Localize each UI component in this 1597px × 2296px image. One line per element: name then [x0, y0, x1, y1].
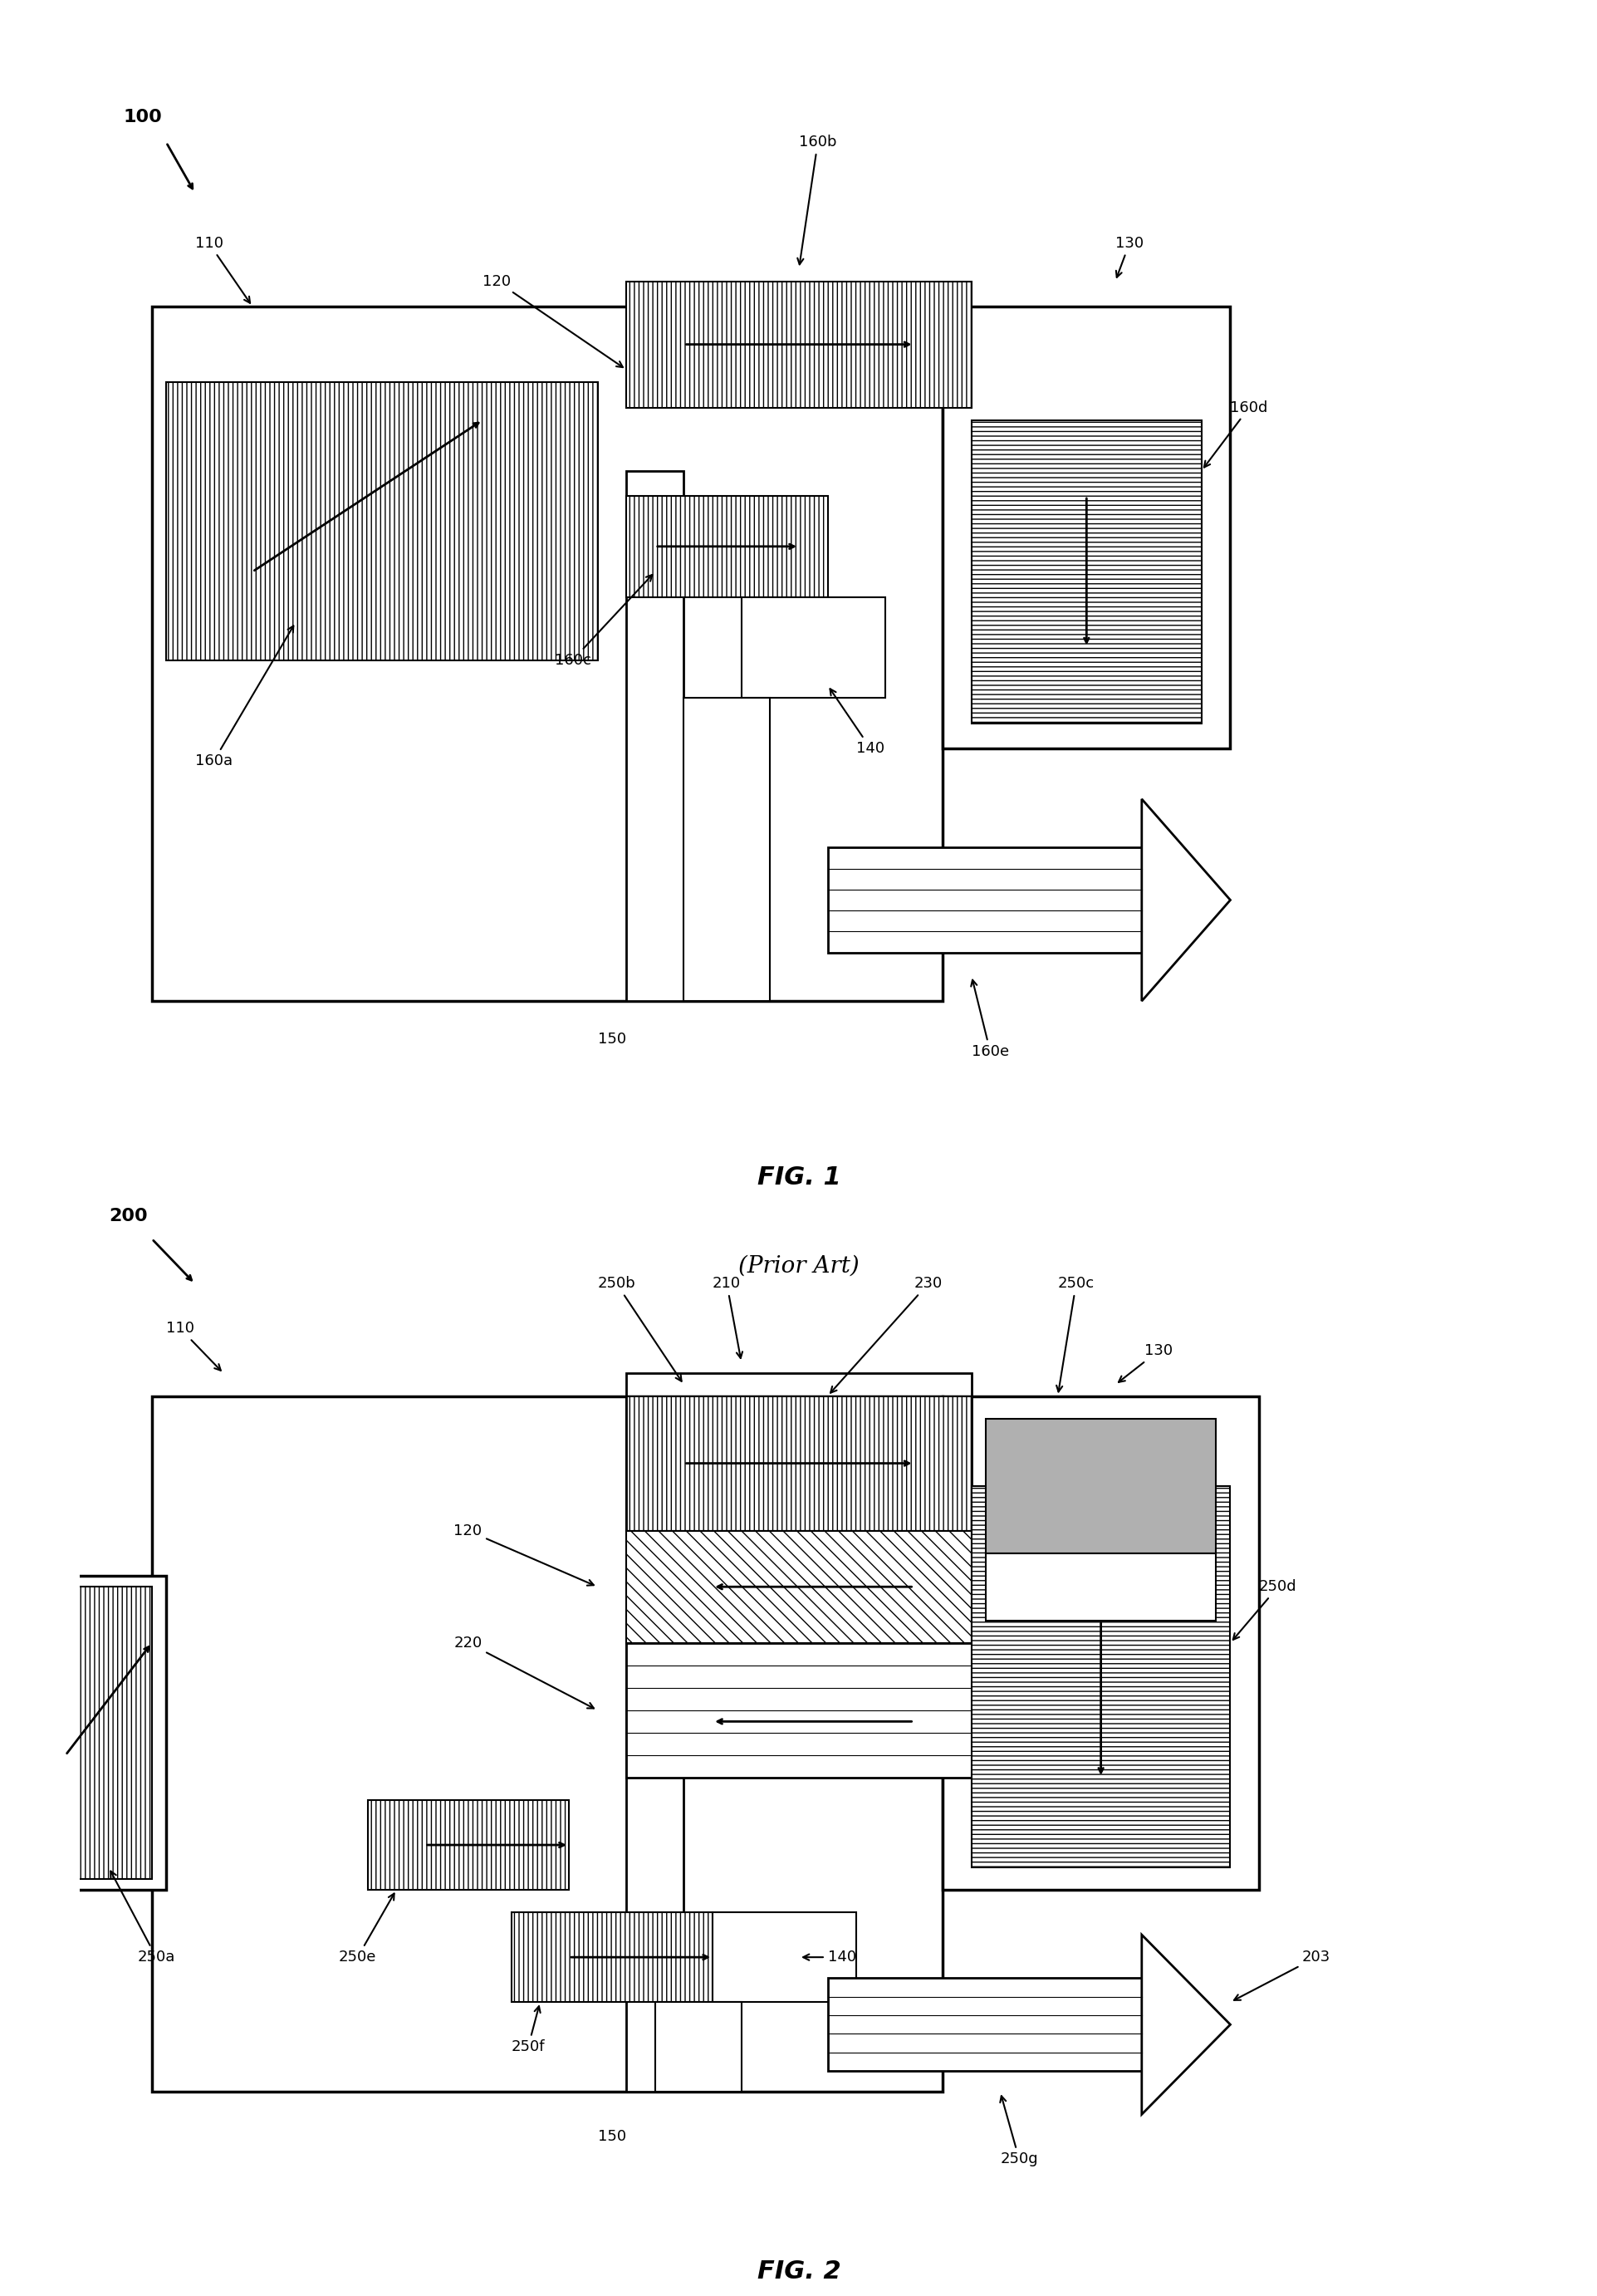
Bar: [626, 280, 971, 409]
Bar: [971, 420, 1201, 723]
Bar: [626, 1474, 684, 2092]
Polygon shape: [1142, 799, 1230, 1001]
Bar: [712, 1913, 856, 2002]
Bar: [511, 1913, 712, 2002]
Text: 160e: 160e: [971, 980, 1008, 1058]
Text: 200: 200: [109, 1208, 147, 1224]
Text: FIG. 2: FIG. 2: [757, 2259, 840, 2285]
Text: 140: 140: [829, 689, 885, 755]
Text: 160c: 160c: [554, 574, 652, 668]
Bar: [152, 305, 942, 1001]
Bar: [626, 471, 684, 1001]
Bar: [152, 1396, 942, 2092]
Text: 160b: 160b: [797, 135, 837, 264]
Text: FIG. 1: FIG. 1: [757, 1166, 840, 1189]
Bar: [942, 1396, 1258, 1890]
Text: 230: 230: [830, 1277, 942, 1394]
Text: 120: 120: [482, 273, 623, 367]
Bar: [367, 1800, 569, 1890]
Polygon shape: [1142, 1936, 1230, 2115]
Text: 110: 110: [166, 1320, 220, 1371]
Text: 120: 120: [454, 1522, 594, 1587]
Text: 160a: 160a: [195, 627, 294, 769]
Text: 250a: 250a: [110, 1871, 176, 1965]
Text: 150: 150: [597, 1031, 626, 1047]
Bar: [626, 1531, 971, 1644]
Bar: [985, 1419, 1215, 1552]
Text: 110: 110: [195, 236, 249, 303]
Bar: [942, 305, 1230, 748]
Bar: [166, 383, 597, 661]
Bar: [655, 2002, 741, 2092]
Bar: [37, 1587, 152, 1878]
Bar: [626, 1644, 971, 1777]
Bar: [985, 1552, 1215, 1621]
Bar: [827, 847, 1142, 953]
Text: 100: 100: [123, 108, 161, 126]
Text: 250f: 250f: [511, 2007, 545, 2055]
Text: 203: 203: [1233, 1949, 1330, 2000]
Text: 250e: 250e: [339, 1894, 394, 1965]
Bar: [22, 1575, 166, 1890]
Bar: [626, 1373, 971, 1644]
Text: (Prior Art): (Prior Art): [738, 1256, 859, 1277]
Text: 150: 150: [597, 2128, 626, 2144]
Text: 250c: 250c: [1056, 1277, 1094, 1391]
Text: 160d: 160d: [1204, 400, 1268, 468]
Text: 250b: 250b: [597, 1277, 682, 1382]
Bar: [741, 597, 885, 698]
Text: 250g: 250g: [1000, 2096, 1038, 2167]
Text: 130: 130: [1118, 1343, 1172, 1382]
Bar: [971, 1486, 1230, 1867]
Text: 130: 130: [1115, 236, 1143, 278]
Text: 140: 140: [803, 1949, 856, 1965]
Text: 210: 210: [712, 1277, 743, 1359]
Bar: [626, 496, 827, 597]
Text: 220: 220: [454, 1635, 594, 1708]
Text: 250d: 250d: [1233, 1580, 1297, 1639]
Bar: [626, 1396, 971, 1531]
Bar: [684, 698, 770, 1001]
Bar: [827, 1977, 1142, 2071]
